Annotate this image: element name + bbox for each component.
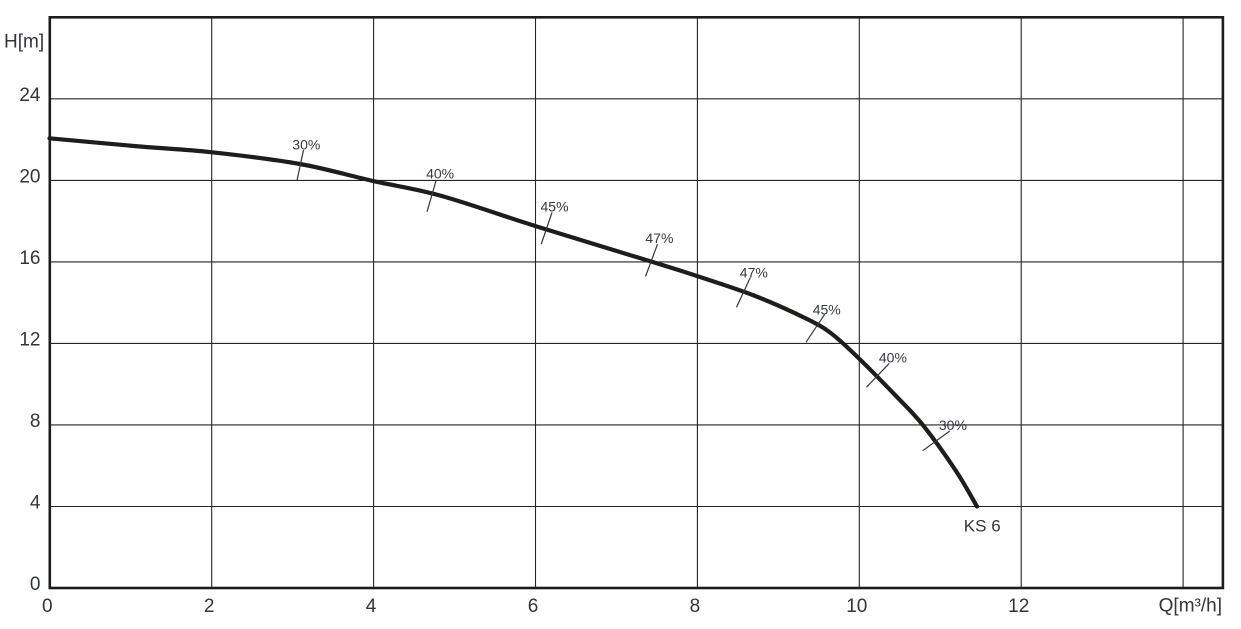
svg-text:45%: 45% bbox=[541, 199, 569, 215]
svg-text:40%: 40% bbox=[426, 166, 454, 182]
svg-text:30%: 30% bbox=[939, 417, 967, 433]
svg-text:0: 0 bbox=[30, 574, 41, 595]
svg-text:47%: 47% bbox=[645, 230, 673, 246]
svg-text:H[m]: H[m] bbox=[4, 32, 44, 53]
svg-text:0: 0 bbox=[42, 596, 53, 617]
svg-text:8: 8 bbox=[690, 596, 701, 617]
svg-text:12: 12 bbox=[19, 330, 40, 351]
svg-text:8: 8 bbox=[30, 411, 41, 432]
svg-text:45%: 45% bbox=[813, 301, 841, 317]
svg-text:16: 16 bbox=[19, 248, 40, 269]
svg-text:KS 6: KS 6 bbox=[964, 517, 1001, 536]
svg-text:20: 20 bbox=[19, 167, 40, 188]
svg-text:12: 12 bbox=[1008, 596, 1029, 617]
svg-text:30%: 30% bbox=[292, 136, 320, 152]
svg-text:Q[m³/h]: Q[m³/h] bbox=[1159, 595, 1222, 616]
svg-text:40%: 40% bbox=[879, 350, 907, 366]
svg-text:2: 2 bbox=[204, 596, 215, 617]
svg-text:47%: 47% bbox=[740, 264, 768, 280]
svg-text:6: 6 bbox=[528, 596, 539, 617]
svg-text:4: 4 bbox=[366, 596, 377, 617]
svg-text:10: 10 bbox=[846, 596, 867, 617]
svg-text:4: 4 bbox=[30, 493, 41, 514]
svg-text:24: 24 bbox=[19, 85, 41, 106]
